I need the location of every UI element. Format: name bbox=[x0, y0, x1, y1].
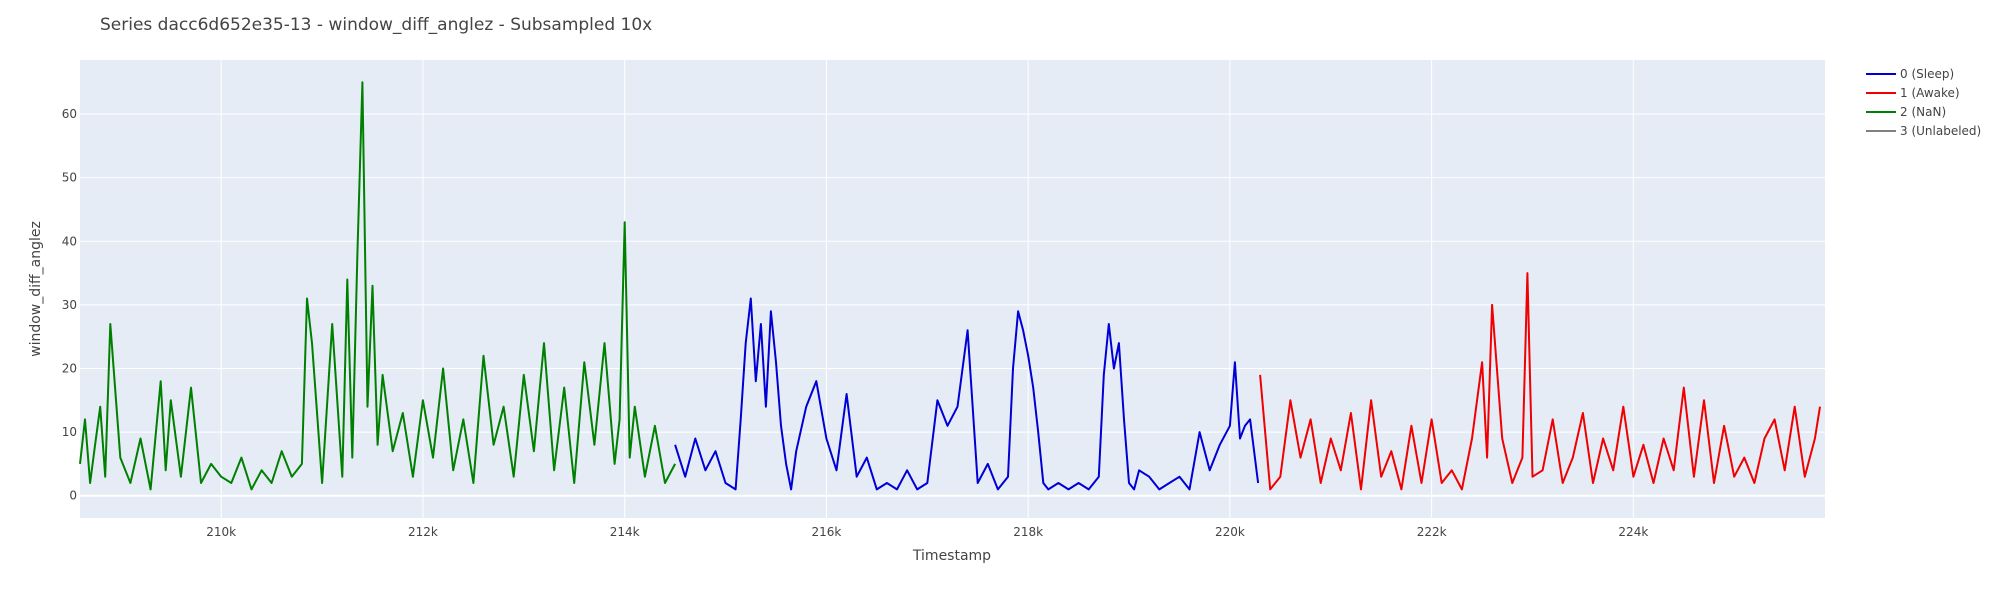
series-line bbox=[1259, 272, 1821, 491]
legend[interactable]: 0 (Sleep) 1 (Awake) 2 (NaN) 3 (Unlabeled) bbox=[1866, 67, 1981, 138]
x-tick-label: 220k bbox=[1215, 525, 1245, 539]
x-tick-label: 218k bbox=[1013, 525, 1043, 539]
y-tick-label: 30 bbox=[62, 298, 77, 312]
series-lines bbox=[79, 81, 1821, 491]
y-tick-label: 10 bbox=[62, 425, 77, 439]
chart-title: Series dacc6d652e35-13 - window_diff_ang… bbox=[100, 15, 652, 35]
legend-item[interactable]: 2 (NaN) bbox=[1866, 105, 1946, 119]
x-tick-label: 214k bbox=[610, 525, 640, 539]
series-line bbox=[79, 81, 676, 491]
plot-area bbox=[80, 60, 1825, 518]
tick-labels: 210k 212k 214k 216k 218k 220k 222k 224k 0 10 20 30 4… bbox=[62, 107, 1649, 539]
legend-label: 1 (Awake) bbox=[1900, 86, 1960, 100]
legend-label: 2 (NaN) bbox=[1900, 105, 1946, 119]
x-tick-label: 210k bbox=[206, 525, 236, 539]
y-tick-label: 50 bbox=[62, 171, 77, 185]
x-axis-title: Timestamp bbox=[912, 548, 991, 564]
legend-item[interactable]: 3 (Unlabeled) bbox=[1866, 124, 1981, 138]
y-tick-label: 40 bbox=[62, 234, 77, 248]
legend-label: 0 (Sleep) bbox=[1900, 67, 1954, 81]
legend-label: 3 (Unlabeled) bbox=[1900, 124, 1981, 138]
x-tick-label: 216k bbox=[811, 525, 841, 539]
y-tick-label: 60 bbox=[62, 107, 77, 121]
y-tick-label: 20 bbox=[62, 362, 77, 376]
legend-item[interactable]: 0 (Sleep) bbox=[1866, 67, 1954, 81]
series-line bbox=[674, 297, 1260, 491]
x-tick-label: 222k bbox=[1417, 525, 1447, 539]
legend-item[interactable]: 1 (Awake) bbox=[1866, 86, 1960, 100]
x-tick-label: 212k bbox=[408, 525, 438, 539]
y-tick-label: 0 bbox=[69, 489, 77, 503]
y-axis-title: window_diff_anglez bbox=[28, 221, 44, 357]
x-tick-label: 224k bbox=[1618, 525, 1648, 539]
